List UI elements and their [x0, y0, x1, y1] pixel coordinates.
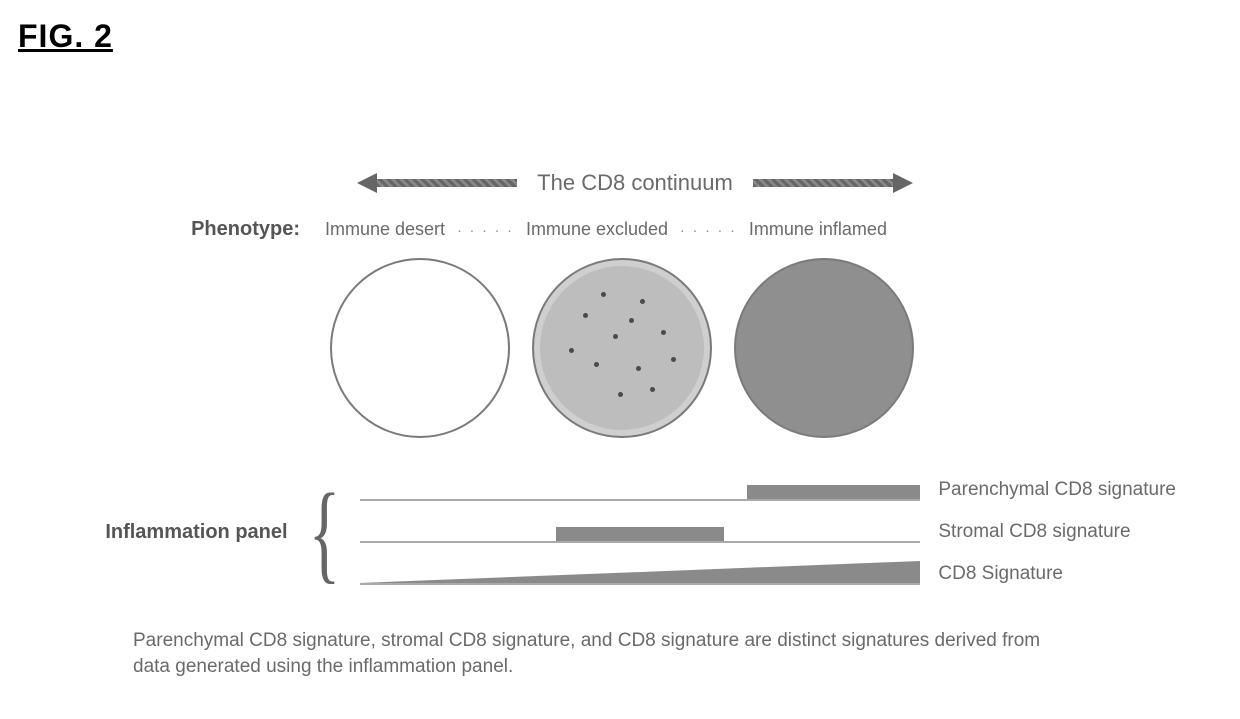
circles-row	[330, 258, 914, 438]
speck-icon	[583, 313, 588, 318]
track-baseline	[360, 499, 920, 501]
arrow-head-right-icon	[893, 173, 913, 193]
brace-icon: {	[308, 477, 340, 587]
track	[360, 563, 920, 585]
track-baseline	[360, 541, 920, 543]
speck-icon	[636, 366, 641, 371]
figure-label: FIG. 2	[18, 18, 113, 55]
tracks: Parenchymal CD8 signature Stromal CD8 sig…	[360, 479, 1176, 585]
phenotype-item-excluded: Immune excluded	[526, 219, 668, 240]
track-label: Parenchymal CD8 signature	[938, 479, 1176, 501]
track-bar	[747, 485, 921, 499]
caption-text: Parenchymal CD8 signature, stromal CD8 s…	[133, 628, 1053, 679]
track-bar	[556, 527, 724, 541]
speck-icon	[594, 362, 599, 367]
track-row: CD8 Signature	[360, 563, 1176, 585]
speck-icon	[661, 330, 666, 335]
circle-immune-excluded	[532, 258, 712, 438]
track-wedge	[360, 561, 920, 583]
arrow-shaft-left	[377, 179, 517, 187]
phenotype-items: Immune desert · · · · · Immune excluded …	[325, 219, 887, 240]
track-label: Stromal CD8 signature	[938, 521, 1130, 543]
arrow-left	[357, 173, 517, 193]
arrow-right	[753, 173, 913, 193]
continuum-row: The CD8 continuum	[310, 170, 960, 196]
circle-immune-inflamed	[734, 258, 914, 438]
inflammation-panel-label: Inflammation panel	[96, 521, 288, 544]
speck-icon	[613, 334, 618, 339]
circle-immune-desert	[330, 258, 510, 438]
speck-icon	[650, 387, 655, 392]
track-baseline	[360, 583, 920, 585]
speck-icon	[629, 318, 634, 323]
arrow-shaft-right	[753, 179, 893, 187]
speck-icon	[601, 292, 606, 297]
phenotype-row: Phenotype: Immune desert · · · · · Immun…	[130, 218, 1030, 241]
track	[360, 521, 920, 543]
speck-icon	[569, 348, 574, 353]
track-row: Parenchymal CD8 signature	[360, 479, 1176, 501]
phenotype-connector-2: · · · · ·	[680, 222, 737, 238]
speck-icon	[640, 299, 645, 304]
phenotype-connector-1: · · · · ·	[457, 222, 514, 238]
inflammation-panel: Inflammation panel { Parenchymal CD8 sig…	[96, 477, 1176, 587]
speck-icon	[618, 392, 623, 397]
track-label: CD8 Signature	[938, 563, 1063, 585]
phenotype-item-inflamed: Immune inflamed	[749, 219, 887, 240]
track	[360, 479, 920, 501]
track-row: Stromal CD8 signature	[360, 521, 1176, 543]
continuum-title: The CD8 continuum	[537, 170, 733, 196]
speck-icon	[671, 357, 676, 362]
arrow-head-left-icon	[357, 173, 377, 193]
phenotype-label: Phenotype:	[130, 218, 300, 241]
phenotype-item-desert: Immune desert	[325, 219, 445, 240]
